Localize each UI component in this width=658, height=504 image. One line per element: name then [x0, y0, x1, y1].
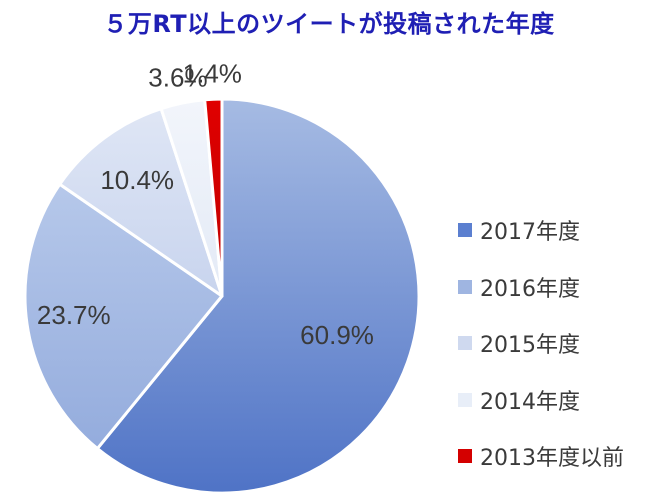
slice-2015 [58, 107, 224, 298]
chart-legend: 2017年度 2016年度 2015年度 2014年度 2013年度以前 [458, 202, 624, 485]
legend-label: 2016年度 [480, 276, 580, 302]
legend-label: 2015年度 [480, 333, 580, 359]
legend-swatch-2014 [458, 392, 472, 407]
legend-item-2015: 2015年度 [458, 315, 624, 372]
slice-2013-or-earlier [203, 97, 224, 298]
data-label-2017: 60.9% [300, 320, 374, 350]
chart-title: ５万RT以上のツイートが投稿された年度 [103, 10, 555, 38]
slice-2016 [23, 182, 224, 451]
legend-swatch-2013-or-earlier [458, 449, 472, 464]
legend-item-2017: 2017年度 [458, 202, 624, 259]
legend-label: 2014年度 [480, 389, 580, 415]
legend-item-2013-or-earlier: 2013年度以前 [458, 428, 624, 485]
data-label-2014: 3.6% [148, 63, 207, 93]
legend-item-2016: 2016年度 [458, 259, 624, 316]
legend-item-2014: 2014年度 [458, 372, 624, 429]
slice-2017 [95, 97, 421, 495]
data-label-2016: 23.7% [37, 300, 111, 330]
data-label-2015: 10.4% [100, 165, 174, 195]
legend-label: 2017年度 [480, 220, 580, 246]
legend-swatch-2017 [458, 223, 472, 238]
legend-swatch-2015 [458, 336, 472, 351]
legend-swatch-2016 [458, 279, 472, 294]
legend-label: 2013年度以前 [480, 446, 624, 472]
data-label-2013-or-earlier: 1.4% [183, 58, 242, 88]
